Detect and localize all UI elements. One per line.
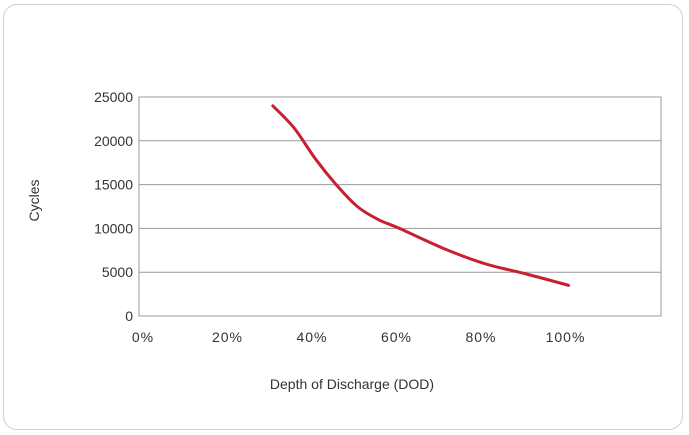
x-tick-label: 40%: [296, 329, 327, 345]
plot-area-frame: [138, 96, 662, 317]
y-axis-label: Cycles: [26, 179, 42, 221]
x-tick-label: 100%: [546, 329, 586, 345]
y-tick-label: 15000: [94, 177, 133, 193]
y-tick-label: 25000: [94, 89, 133, 105]
y-tick-label: 20000: [94, 133, 133, 149]
series-line-0: [271, 104, 570, 287]
y-tick-label: 0: [125, 308, 133, 324]
grid-lines: [139, 140, 661, 273]
x-axis-ticks: 0% 20% 40% 60% 80% 100%: [132, 329, 586, 345]
chart-card: [3, 4, 683, 430]
y-axis-ticks: 0 5000 10000 15000 20000 25000: [94, 89, 133, 324]
y-tick-label: 10000: [94, 220, 133, 236]
series-layer: [271, 104, 570, 287]
x-tick-label: 60%: [381, 329, 412, 345]
x-tick-label: 0%: [132, 329, 154, 345]
x-tick-label: 20%: [212, 329, 243, 345]
y-tick-label: 5000: [102, 264, 133, 280]
x-axis-label: Depth of Discharge (DOD): [270, 376, 434, 392]
x-tick-label: 80%: [465, 329, 496, 345]
